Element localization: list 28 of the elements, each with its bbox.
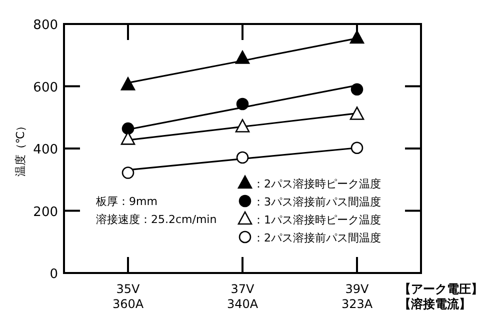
x-tick-label: 35V 360A [112,282,144,311]
point [120,132,136,145]
legend-label: ：2パス溶接前パス間温度 [253,232,381,244]
y-tick-label: 0 [50,267,58,282]
x-axis-title: 【アーク電圧】【溶接電流】 [399,282,480,311]
point [350,83,364,96]
x-tick-label: 39V 323A [341,282,374,311]
y-tick-label: 600 [33,80,58,96]
point [236,151,249,164]
y-tick-label: 200 [33,204,58,220]
point [122,122,134,135]
legend-label: ：2パス溶接時ピーク温度 [253,178,381,190]
point [120,77,136,90]
point [235,50,250,64]
point [350,142,364,154]
x-tick-label: 37V 340A [226,282,259,311]
point [350,30,364,44]
y-tick-label: 400 [33,142,58,158]
point [236,98,249,110]
legend-label: ：3パス溶接前パス間温度 [253,196,381,208]
y-tick-label: 800 [33,18,58,33]
legend-label: ：1パス溶接時ピーク温度 [253,214,381,226]
point [350,106,364,120]
point [235,119,250,132]
annotation: 板厚：9mm [95,195,158,208]
annotation: 溶接速度：25.2cm/min [96,213,217,226]
point [122,166,134,179]
y-axis-title: 温度（℃） [14,120,27,177]
